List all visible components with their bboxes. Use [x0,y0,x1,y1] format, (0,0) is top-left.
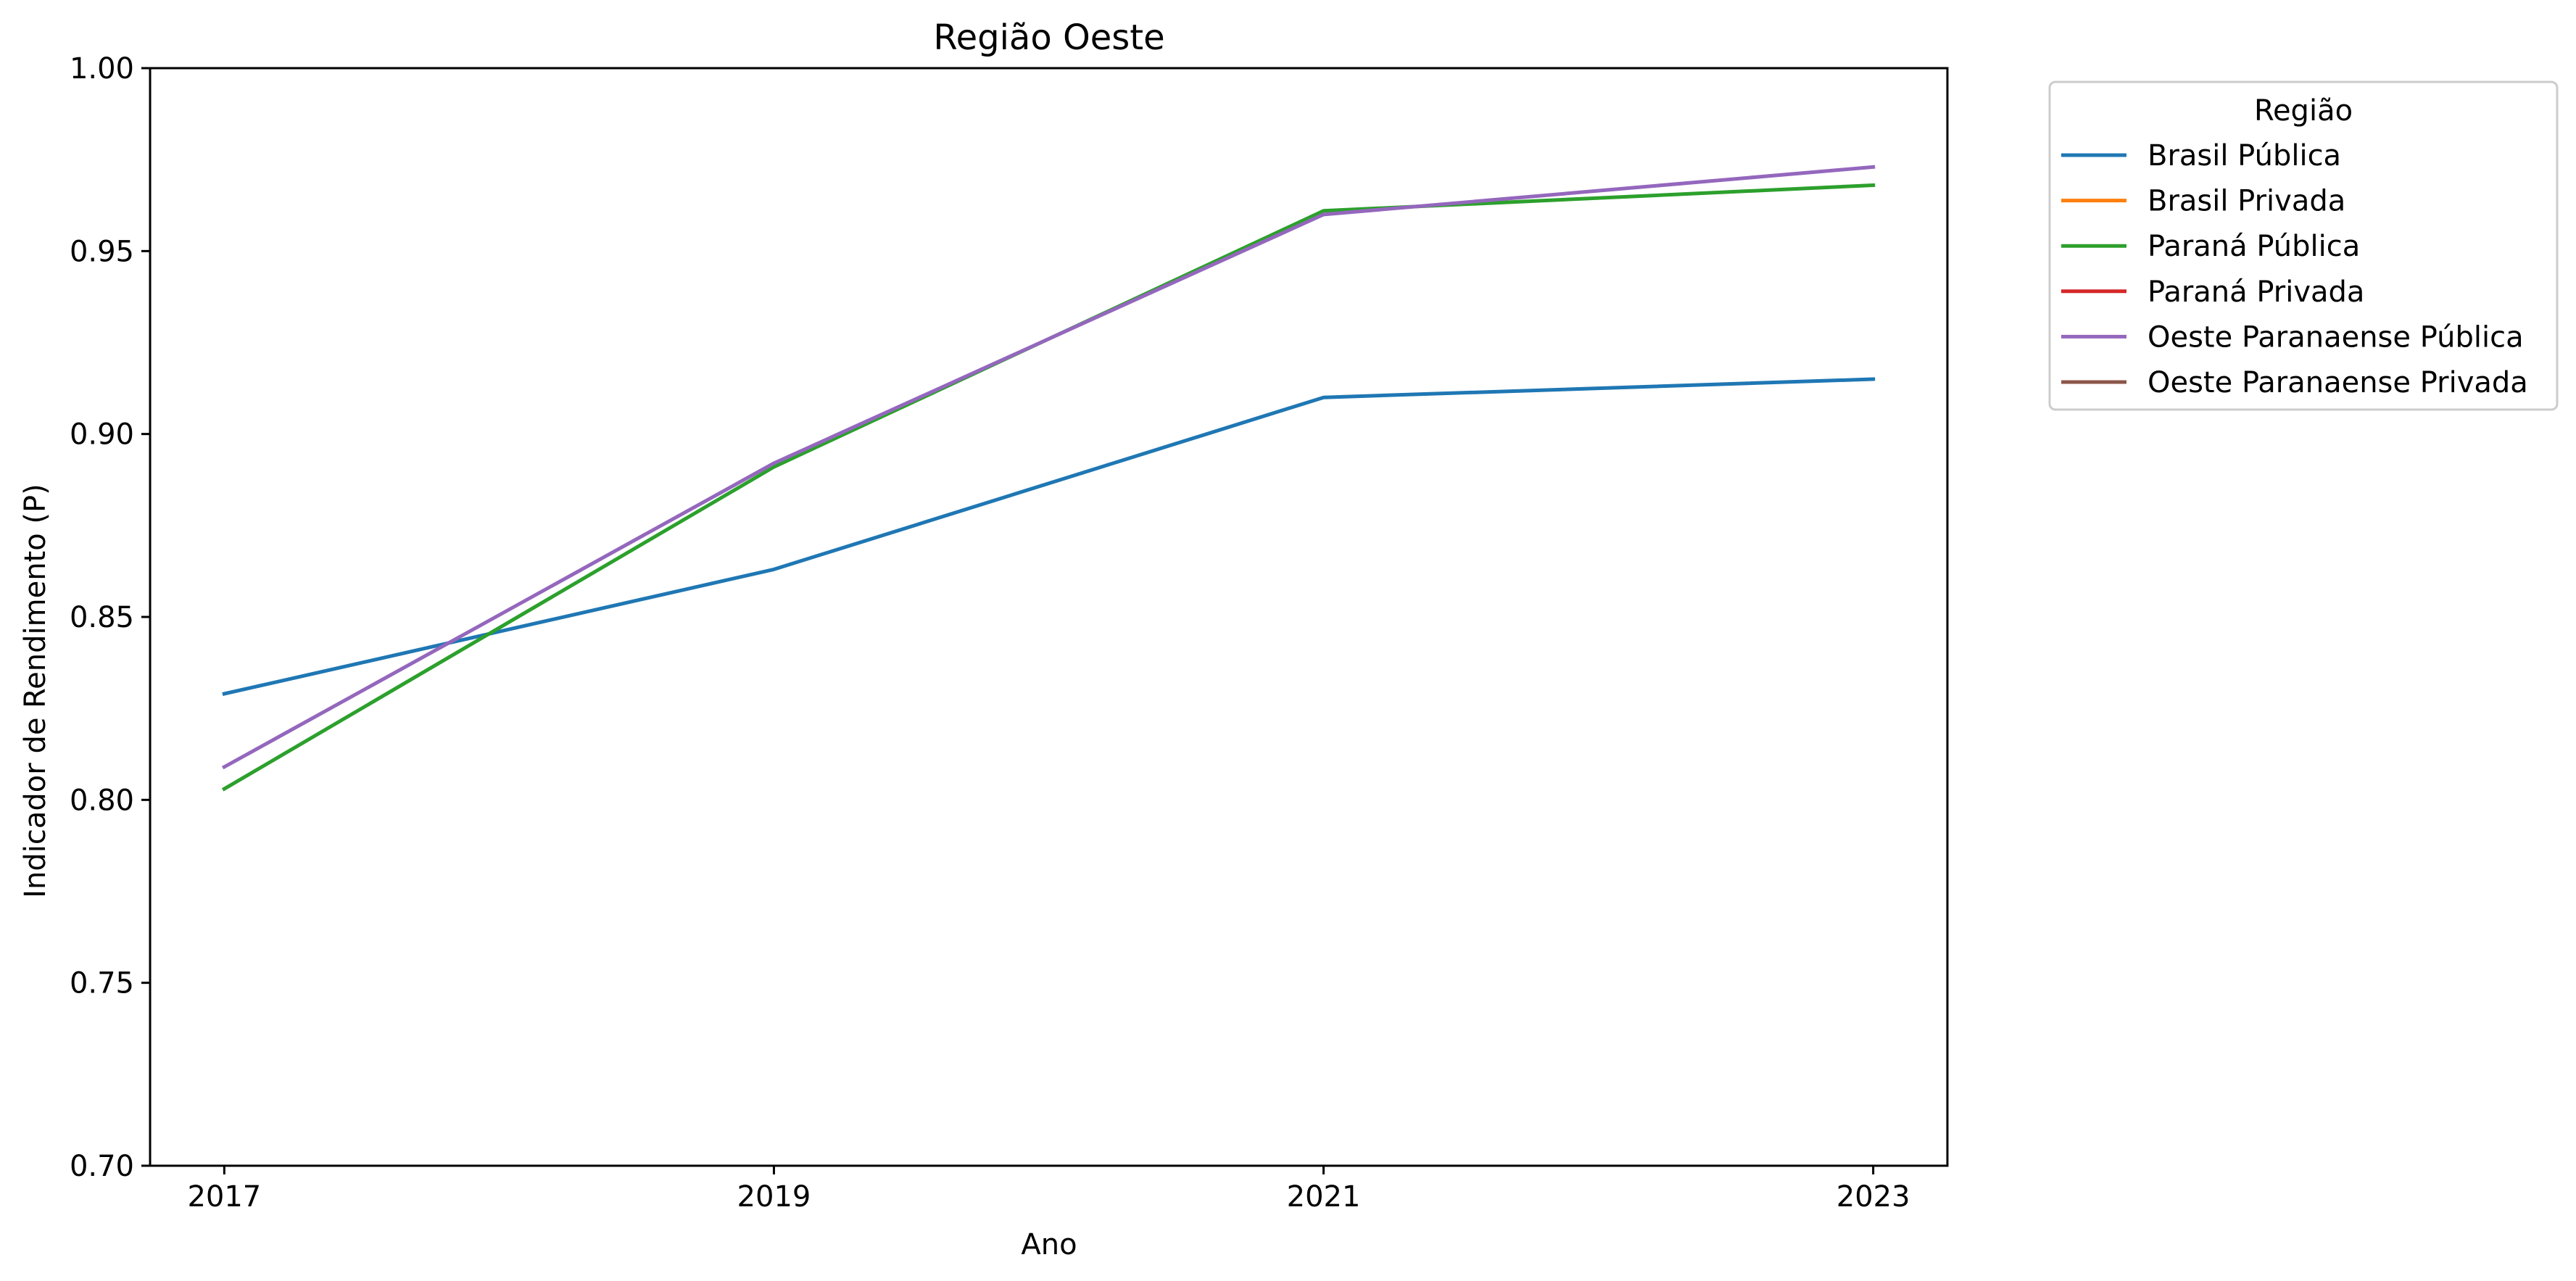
legend-label: Oeste Paranaense Privada [2148,366,2528,399]
legend-label: Brasil Pública [2148,139,2341,173]
series-line-oeste-paranaense-publica [221,165,1876,770]
y-axis-label: Indicador de Rendimento (P) [19,484,52,897]
plot-area: 0.70 0.75 0.80 0.85 0.90 0.95 1.00 2017 2019 202… [70,52,1949,1214]
y-tick-label: 0.80 [70,784,134,817]
legend-frame [2048,80,2559,411]
chart-title: Região Oeste [933,17,1164,58]
legend-label: Brasil Privada [2148,185,2345,218]
x-tick-label: 2019 [737,1180,811,1214]
y-axis: 0.70 0.75 0.80 0.85 0.90 0.95 1.00 [70,52,150,1183]
x-tick-label: 2017 [187,1180,261,1214]
y-tick-label: 1.00 [70,52,134,86]
y-tick-label: 0.75 [70,967,134,1000]
y-tick-label: 0.70 [70,1150,134,1183]
legend-title: Região [2254,94,2353,128]
y-tick-label: 0.95 [70,235,134,268]
series-lines [221,165,1876,792]
legend-label: Oeste Paranaense Pública [2148,320,2524,354]
y-tick-label: 0.90 [70,418,134,452]
legend: Região Brasil Pública Brasil Privada Paran… [2048,80,2559,411]
x-axis: 2017 2019 2021 2023 [187,1166,1910,1214]
x-tick-label: 2023 [1836,1180,1910,1214]
x-axis-label: Ano [1021,1228,1077,1261]
x-tick-label: 2021 [1287,1180,1361,1214]
y-tick-label: 0.85 [70,601,134,634]
legend-items: Brasil Pública Brasil Privada Paraná Públi… [2061,139,2528,399]
legend-label: Paraná Privada [2148,275,2364,309]
series-line-brasil-publica [222,377,1876,696]
legend-label: Paraná Pública [2148,230,2360,263]
